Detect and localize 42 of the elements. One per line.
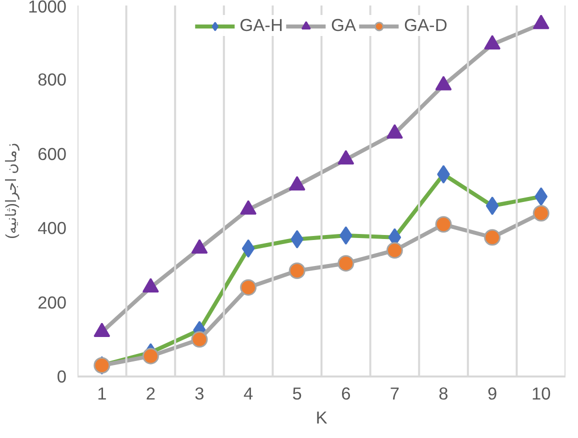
point: [386, 124, 403, 139]
x-tick-label: 6: [341, 384, 351, 404]
x-tick-label: 7: [390, 384, 400, 404]
point: [534, 187, 548, 206]
x-tick-label: 9: [487, 384, 498, 404]
point: [288, 176, 306, 191]
x-tick-label: 4: [243, 384, 254, 404]
x-tick-label: 10: [531, 384, 551, 404]
point: [532, 14, 550, 30]
legend-label: GA-D: [404, 15, 448, 36]
point: [290, 230, 304, 248]
x-tick-label: 5: [292, 384, 302, 404]
point: [338, 150, 354, 165]
y-axis-title: زمان اجرا(ثانیه): [4, 143, 20, 239]
point: [338, 255, 354, 272]
point: [142, 348, 159, 364]
y-tick-label: 0: [56, 366, 67, 386]
legend-label: GA: [330, 15, 356, 36]
point: [386, 242, 403, 259]
x-tick-label: 1: [97, 384, 107, 404]
point: [242, 239, 255, 258]
point: [288, 262, 306, 279]
x-tick-label: 8: [438, 384, 448, 404]
point: [339, 226, 352, 245]
point: [532, 205, 550, 222]
y-tick-label: 1000: [28, 0, 67, 16]
point: [435, 216, 452, 233]
y-tick-label: 400: [38, 218, 67, 238]
legend-label: GA-H: [240, 15, 283, 36]
x-tick-label: 2: [146, 384, 156, 404]
y-tick-label: 800: [38, 70, 67, 90]
point: [240, 200, 257, 215]
point: [191, 331, 208, 348]
y-tick-label: 200: [38, 292, 67, 312]
point: [435, 76, 452, 90]
point: [486, 196, 499, 216]
y-tick-label: 600: [38, 144, 67, 164]
point: [484, 229, 501, 246]
x-axis-title: K: [316, 408, 328, 428]
point: [484, 35, 501, 50]
x-tick-label: 3: [194, 384, 204, 404]
point: [240, 279, 257, 296]
